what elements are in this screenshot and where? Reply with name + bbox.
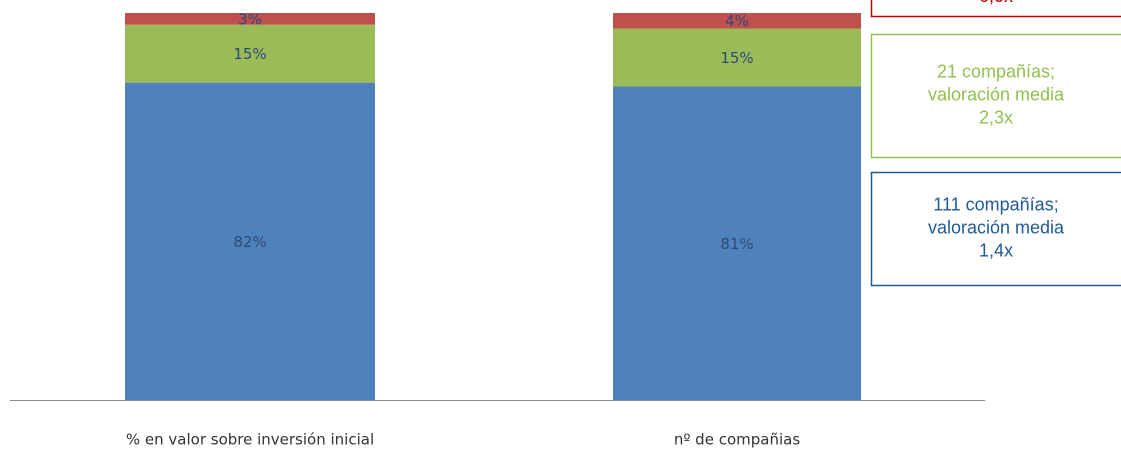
data-label: 82% — [233, 233, 266, 251]
bar-segment — [613, 13, 861, 29]
annotation-box — [870, 0, 1121, 18]
x-tick-label: % en valor sobre inversión inicial — [126, 431, 374, 449]
data-label: 81% — [720, 235, 753, 253]
annotation-box — [870, 33, 1121, 159]
annotation-text: 1,4x — [979, 240, 1013, 260]
annotation-text: 6,0x — [979, 0, 1013, 6]
data-label: 3% — [238, 10, 262, 28]
x-tick-label: nº de compañias — [674, 431, 800, 449]
annotation-text: 21 compañías; — [937, 61, 1055, 81]
annotation-text: valoración media — [928, 84, 1065, 104]
bar-segment — [125, 82, 375, 400]
bar-segment — [125, 13, 375, 25]
bar-segment — [613, 86, 861, 400]
bar-segment — [125, 24, 375, 83]
data-label: 4% — [725, 12, 749, 30]
annotation-text: valoración media — [928, 217, 1065, 237]
annotation-text: 2,3x — [979, 107, 1013, 127]
bar-segment — [613, 28, 861, 87]
annotation-text: 111 compañías; — [933, 194, 1058, 214]
data-label: 15% — [233, 45, 266, 63]
data-label: 15% — [720, 49, 753, 67]
annotation-box — [870, 171, 1121, 287]
